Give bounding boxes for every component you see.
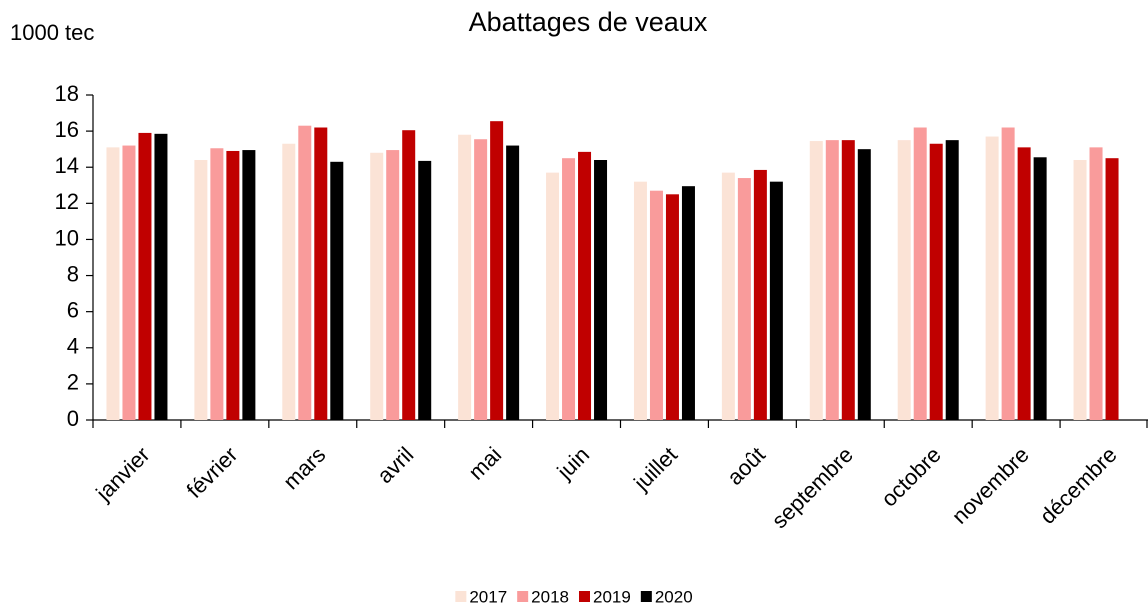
x-tick-label: septembre — [767, 442, 858, 533]
bar — [721, 172, 735, 420]
x-tick-label: juin — [552, 442, 595, 485]
bar — [633, 181, 647, 420]
bar — [490, 121, 504, 421]
bar — [897, 140, 911, 420]
y-tick-label: 6 — [67, 297, 79, 322]
bar — [562, 158, 576, 420]
bar — [681, 186, 695, 420]
bar — [594, 160, 608, 420]
y-tick-label: 2 — [67, 370, 79, 395]
bar — [314, 127, 328, 420]
y-tick-label: 12 — [55, 189, 79, 214]
bar — [825, 140, 839, 420]
bar — [929, 143, 943, 420]
bar — [546, 172, 560, 420]
legend-swatch — [579, 591, 590, 602]
x-tick-label: janvier — [90, 442, 154, 506]
bar — [154, 133, 168, 420]
bar — [106, 147, 120, 420]
bar — [458, 134, 472, 420]
bar — [665, 194, 679, 420]
bar — [1017, 147, 1031, 420]
x-tick-label: novembre — [947, 442, 1034, 529]
legend-label: 2018 — [531, 587, 569, 605]
x-tick-label: mai — [464, 442, 507, 485]
y-tick-label: 18 — [55, 81, 79, 106]
bar — [474, 139, 488, 420]
bar — [226, 150, 240, 420]
bar — [1073, 160, 1087, 420]
bar — [138, 132, 152, 420]
chart-title: Abattages de veaux — [469, 7, 708, 37]
bar — [122, 145, 136, 421]
bar — [769, 181, 783, 420]
bar — [737, 178, 751, 420]
y-tick-label: 4 — [67, 334, 79, 359]
bar — [402, 130, 416, 421]
bar — [298, 125, 312, 420]
bar — [386, 150, 400, 420]
x-tick-label: février — [182, 442, 243, 503]
bar — [242, 150, 256, 420]
bar — [578, 151, 592, 420]
bar — [649, 190, 663, 420]
x-tick-label: août — [722, 442, 770, 490]
bar — [857, 149, 871, 420]
bar — [282, 143, 296, 420]
bar — [1001, 127, 1015, 420]
bar — [418, 160, 432, 420]
bar — [330, 161, 344, 421]
bar — [945, 140, 959, 420]
bar — [370, 152, 384, 420]
legend: 2017 2018 2019 2020 — [455, 587, 693, 605]
bar — [194, 160, 208, 420]
bar — [1105, 158, 1119, 420]
bar — [753, 169, 767, 420]
legend-label: 2019 — [593, 587, 631, 605]
bar — [913, 127, 927, 420]
bar — [809, 141, 823, 420]
x-tick-label: mars — [278, 442, 330, 494]
y-tick-label: 0 — [67, 406, 79, 431]
legend-swatch — [640, 591, 652, 602]
x-tick-label: décembre — [1035, 442, 1122, 529]
bar — [1089, 147, 1103, 420]
x-tick-label: octobre — [876, 442, 946, 512]
legend-label: 2017 — [469, 587, 507, 605]
y-tick-label: 8 — [67, 261, 79, 286]
bar — [210, 148, 224, 420]
bar — [506, 145, 520, 421]
legend-swatch — [517, 591, 529, 602]
legend-swatch — [455, 591, 467, 602]
y-axis-label: 1000 tec — [10, 20, 94, 45]
bar — [1033, 157, 1047, 420]
bar — [841, 140, 855, 420]
y-tick-label: 16 — [55, 117, 79, 142]
x-tick-label: juillet — [628, 442, 682, 496]
legend-label: 2020 — [655, 587, 693, 605]
y-tick-label: 14 — [55, 153, 79, 178]
y-tick-label: 10 — [55, 225, 79, 250]
bar — [985, 136, 999, 420]
x-tick-label: avril — [372, 442, 418, 488]
